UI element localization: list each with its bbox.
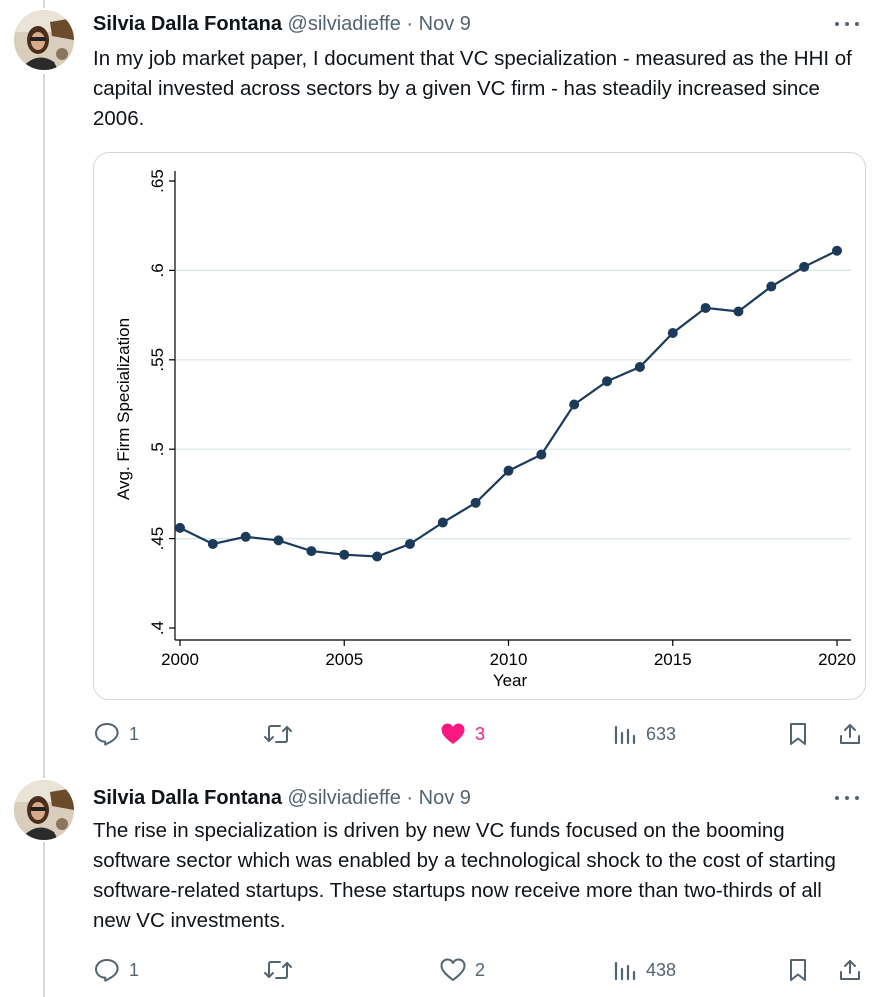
tweet-date[interactable]: Nov 9 [418,787,471,809]
chart-x-tick-label: 2020 [818,650,856,669]
chart-data-point [207,538,218,549]
author-name[interactable]: Silvia Dalla Fontana [93,13,282,35]
tweet-header: Silvia Dalla Fontana @silviadieffe · Nov… [93,785,471,811]
retweet-button[interactable] [263,719,293,749]
chart-y-tick-label: .65 [148,169,167,193]
chart-data-point [339,549,350,560]
tweet-header: Silvia Dalla Fontana @silviadieffe · Nov… [93,11,471,37]
chart-data-point [175,522,185,533]
avatar-photo [14,780,74,840]
author-handle[interactable]: @silviadieffe [287,13,401,35]
chart-data-point [503,465,514,476]
chart-data-point [306,546,317,557]
reply-button[interactable]: 1 [94,955,139,985]
retweet-icon [264,961,292,979]
chart-data-point [733,306,744,317]
like-button[interactable]: 2 [440,955,485,985]
reply-button[interactable]: 1 [94,719,139,749]
chart-data-point [700,302,711,313]
chart-y-tick-label: .6 [148,263,167,277]
chart-data-point [404,538,415,549]
bookmark-icon [790,723,806,745]
meta-separator: · [406,13,414,35]
share-button[interactable] [838,719,862,749]
chart-y-tick-label: .4 [148,621,167,635]
chart-x-tick-label: 2010 [490,650,528,669]
chart-data-point [470,497,481,508]
line-chart: 2000 2005 2010 2015 2020 .4 .45 .5 .55 .6 .65 Avg… [114,169,856,690]
chart-x-axis-label: Year [493,671,528,690]
share-button[interactable] [838,955,862,985]
reply-count: 1 [129,959,140,980]
share-icon [840,960,860,980]
views-button[interactable]: 438 [613,955,676,985]
views-count: 633 [646,723,677,744]
chart-x-tick-label: 2000 [161,650,199,669]
chart-data-point [437,517,448,528]
chart-data-point [240,531,251,542]
tweet-text: The rise in specialization is driven by … [93,819,836,932]
bookmark-button[interactable] [788,955,808,985]
chart-data-point [372,551,383,562]
chart-y-tick-label: .5 [148,442,167,456]
views-button[interactable]: 633 [613,719,676,749]
like-count: 2 [475,959,486,980]
chart-data-point [569,399,580,410]
chart-y-axis-label: Avg. Firm Specialization [114,318,133,500]
views-count: 438 [646,959,677,980]
chart-y-tick-label: .45 [148,527,167,551]
chart-series-line [179,249,838,558]
chart-data-point [667,327,678,338]
author-handle[interactable]: @silviadieffe [287,787,401,809]
chart-data-point [634,361,645,372]
heart-icon [441,723,465,744]
views-icon [614,725,636,745]
bookmark-icon [790,959,806,981]
author-name[interactable]: Silvia Dalla Fontana [93,787,282,809]
meta-separator: · [406,787,414,809]
retweet-button[interactable] [263,955,293,985]
reply-count: 1 [129,723,140,744]
avatar-photo [14,10,74,70]
bookmark-button[interactable] [788,719,808,749]
avatar[interactable] [14,10,74,70]
media-card[interactable]: 2000 2005 2010 2015 2020 .4 .45 .5 .55 .6 .65 Avg… [93,152,866,700]
thread-line [43,74,45,778]
reply-icon [95,959,119,982]
like-button[interactable]: 3 [440,719,485,749]
chart-y-tick-label: .55 [148,348,167,372]
chart-data-point [832,245,842,256]
chart-data-point [536,449,547,460]
retweet-icon [264,725,292,743]
heart-icon [440,958,466,981]
more-icon[interactable] [833,788,861,808]
chart-x-tick-label: 2015 [654,650,692,669]
thread-line [43,0,45,8]
tweet-text: In my job market paper, I document that … [93,47,852,130]
chart-data-point [766,281,777,292]
chart-data-point [799,261,810,272]
tweet-date[interactable]: Nov 9 [418,13,471,35]
reply-icon [95,723,119,746]
more-icon[interactable] [833,14,861,34]
views-icon [614,961,636,981]
chart-data-point [602,376,613,387]
chart-data-point [273,535,284,546]
chart-x-tick-label: 2005 [325,650,363,669]
share-icon [840,724,860,744]
like-count: 3 [475,723,486,744]
thread-line [43,842,45,997]
avatar[interactable] [14,780,74,840]
